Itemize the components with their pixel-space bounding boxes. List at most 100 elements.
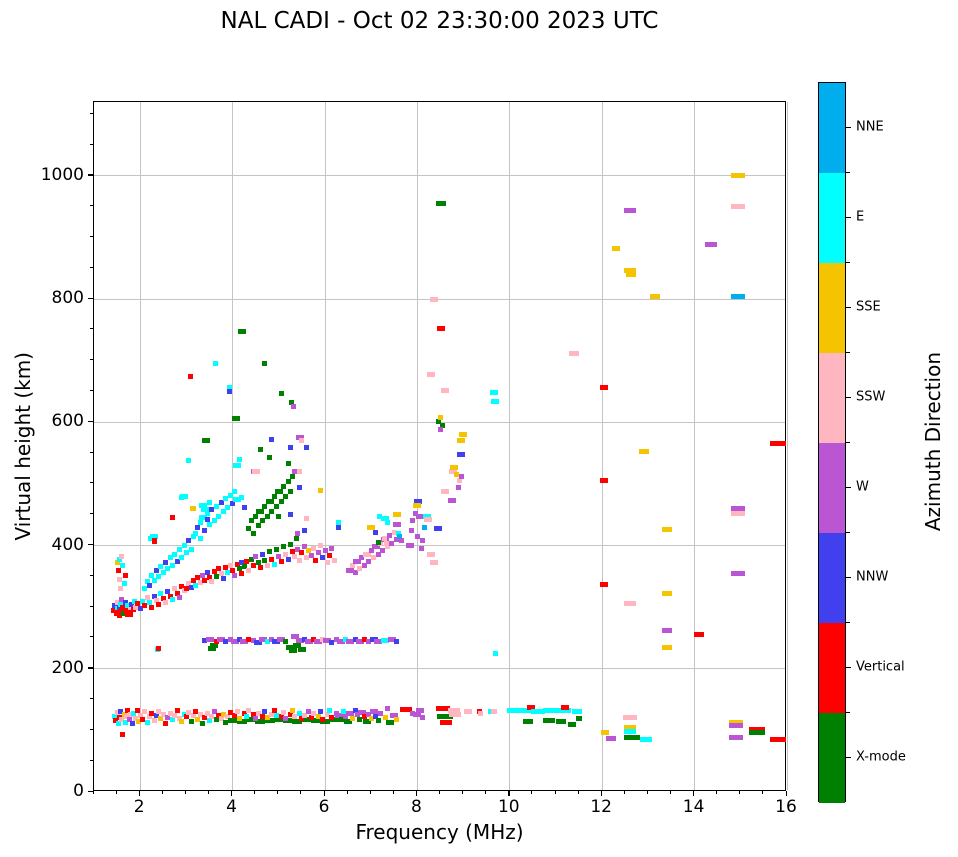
scatter-point-sse	[600, 730, 609, 736]
scatter-point-w	[375, 551, 381, 557]
scatter-point-nnw	[301, 527, 307, 533]
colorbar-segment-x	[819, 713, 845, 803]
scatter-point-sse	[136, 718, 142, 724]
scatter-point-x	[265, 498, 274, 504]
scatter-point-e	[207, 522, 212, 528]
scatter-point-nnw	[122, 600, 128, 606]
scatter-point-ssw	[218, 571, 224, 577]
scatter-point-e	[200, 507, 209, 513]
colorbar-tick-label-nnw: NNW	[856, 569, 889, 585]
scatter-point-e	[207, 718, 212, 724]
scatter-point-sse	[179, 719, 185, 725]
scatter-point-e	[273, 713, 279, 719]
scatter-point-ssw	[246, 707, 252, 713]
scatter-point-sse	[114, 560, 120, 566]
scatter-point-sse	[382, 714, 388, 720]
scatter-point-nnw	[218, 499, 224, 505]
scatter-point-v	[250, 562, 256, 568]
x-minor-tick	[184, 791, 186, 794]
scatter-point-x	[213, 717, 219, 723]
scatter-point-w	[368, 548, 374, 553]
scatter-point-v	[163, 720, 169, 726]
scatter-point-e	[571, 708, 582, 714]
x-minor-tick	[762, 791, 764, 794]
x-tick-16	[785, 791, 787, 796]
scatter-point-nnw	[262, 709, 268, 715]
scatter-point-w	[240, 639, 249, 645]
scatter-point-v	[190, 577, 196, 583]
scatter-point-e	[264, 638, 270, 644]
scatter-point-nnw	[116, 604, 122, 610]
scatter-point-w	[419, 538, 425, 544]
y-tick-label-0: 0	[73, 781, 84, 801]
scatter-point-ssw	[153, 597, 159, 603]
x-tick-6	[323, 791, 325, 796]
scatter-point-ssw	[427, 371, 436, 377]
scatter-point-v	[234, 561, 240, 567]
scatter-point-w	[419, 714, 425, 720]
scatter-point-v	[290, 549, 296, 555]
colorbar-tick-nnw	[846, 577, 851, 578]
colorbar-tick-label-nne: NNE	[856, 119, 884, 135]
colorbar-tick-label-x: X-mode	[856, 749, 906, 765]
scatter-point-e	[197, 519, 203, 525]
colorbar-boundary-tick	[846, 622, 850, 623]
scatter-point-e	[213, 503, 219, 509]
scatter-point-e	[384, 519, 390, 525]
scatter-point-ssw	[186, 581, 192, 587]
scatter-point-sse	[650, 293, 661, 299]
scatter-point-x	[624, 735, 641, 741]
scatter-point-ssw	[127, 606, 133, 612]
colorbar-segment-v	[819, 623, 845, 713]
scatter-point-e	[216, 513, 222, 519]
gridline-x-14	[694, 102, 696, 790]
colorbar	[818, 82, 846, 803]
scatter-point-v	[134, 707, 140, 713]
scatter-point-e	[493, 650, 499, 656]
scatter-point-w	[205, 636, 214, 642]
scatter-point-x	[344, 718, 353, 724]
scatter-point-w	[409, 527, 415, 533]
scatter-point-x	[246, 717, 257, 723]
scatter-point-e	[396, 530, 402, 536]
scatter-point-nnw	[153, 567, 159, 573]
scatter-point-e	[491, 398, 500, 404]
scatter-point-w	[290, 634, 299, 640]
scatter-point-e	[336, 519, 342, 525]
scatter-point-w	[729, 735, 744, 741]
scatter-point-w	[394, 536, 400, 542]
colorbar-tick-x	[846, 757, 851, 758]
y-tick-400	[88, 544, 93, 546]
scatter-point-e	[176, 546, 182, 552]
y-minor-tick	[90, 451, 93, 453]
scatter-point-nnw	[112, 602, 118, 608]
scatter-point-e	[122, 719, 128, 725]
scatter-point-v	[769, 736, 786, 742]
y-tick-0	[88, 790, 93, 792]
scatter-point-v	[113, 718, 119, 724]
scatter-point-v	[399, 706, 412, 712]
y-minor-tick	[90, 236, 93, 238]
scatter-point-e	[227, 384, 233, 390]
scatter-point-v	[122, 572, 128, 578]
scatter-point-e	[237, 456, 243, 462]
scatter-point-nnw	[285, 556, 291, 562]
scatter-point-e	[343, 636, 349, 642]
scatter-point-sse	[625, 272, 636, 277]
scatter-point-w	[232, 572, 238, 578]
scatter-point-v	[308, 714, 314, 720]
scatter-point-v	[250, 712, 256, 718]
scatter-point-e	[179, 555, 185, 561]
scatter-point-ssw	[310, 710, 316, 716]
scatter-point-ssw	[123, 714, 129, 720]
scatter-point-v	[213, 638, 219, 644]
scatter-point-x	[241, 564, 247, 570]
scatter-point-x	[292, 718, 303, 724]
scatter-point-v	[287, 711, 293, 717]
scatter-point-v	[223, 565, 229, 571]
scatter-point-sse	[729, 719, 744, 725]
scatter-point-x	[287, 488, 293, 494]
scatter-point-ssw	[304, 515, 310, 521]
scatter-point-v	[123, 608, 129, 614]
scatter-point-w	[306, 708, 312, 714]
